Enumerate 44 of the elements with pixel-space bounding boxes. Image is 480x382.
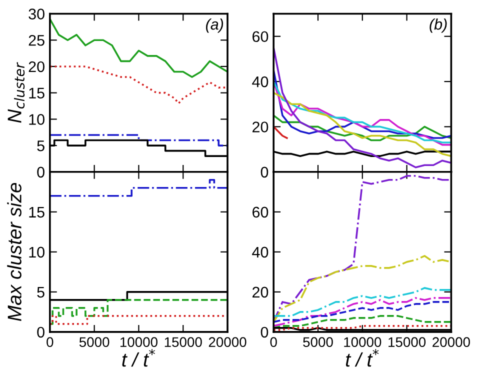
- y-axis-title: Max cluster size: [7, 182, 22, 322]
- line-series: [274, 126, 288, 139]
- y-tick-label: 60: [252, 31, 268, 42]
- x-tick-label: 20000: [432, 337, 470, 348]
- y-tick-label: 10: [29, 246, 44, 258]
- y-tick-label: 0: [260, 166, 268, 178]
- y-tick-label: 40: [252, 246, 268, 258]
- x-tick-label: 10000: [120, 337, 158, 348]
- annotation: (b): [430, 18, 447, 33]
- x-tick-label: 5000: [79, 337, 110, 348]
- y-tick-label: 40: [252, 76, 268, 88]
- line-series: [50, 18, 228, 78]
- line-series: [274, 114, 452, 142]
- y-tick-label: 5: [37, 140, 44, 152]
- x-axis-title: t / t$^{*}$: [122, 348, 156, 367]
- x-tick-label: 15000: [164, 337, 202, 348]
- y-tick-label: 20: [28, 61, 44, 72]
- x-tick-label: 10000: [344, 337, 382, 348]
- x-tick-label: 20000: [208, 337, 246, 348]
- x-tick-label: 15000: [388, 337, 426, 348]
- y-tick-label: 30: [28, 8, 44, 20]
- line-series: [50, 66, 228, 104]
- y-tick-label: 20: [252, 122, 268, 132]
- y-tick-label: 5: [37, 286, 44, 298]
- y-tick-label: 0: [37, 326, 44, 338]
- annotation: (a): [206, 18, 224, 33]
- y-tick-label: 15: [29, 206, 44, 218]
- x-tick-label: 0: [270, 337, 277, 348]
- y-axis-title: N$_{cluster}$: [8, 62, 25, 123]
- y-tick-label: 0: [37, 166, 44, 178]
- y-tick-label: 25: [28, 34, 44, 46]
- y-tick-label: 10: [29, 114, 44, 125]
- line-series: [274, 255, 452, 323]
- line-series: [274, 46, 452, 168]
- y-tick-label: 60: [252, 206, 268, 218]
- x-tick-label: 5000: [303, 337, 333, 348]
- line-series: [274, 69, 452, 139]
- x-tick-label: 0: [46, 337, 54, 348]
- x-axis-title: t / t$^{*}$: [346, 348, 379, 367]
- y-tick-label: 0: [260, 326, 268, 338]
- line-series: [274, 287, 452, 317]
- line-series: [274, 92, 452, 157]
- y-tick-label: 20: [252, 286, 268, 298]
- y-tick-label: 15: [29, 88, 44, 99]
